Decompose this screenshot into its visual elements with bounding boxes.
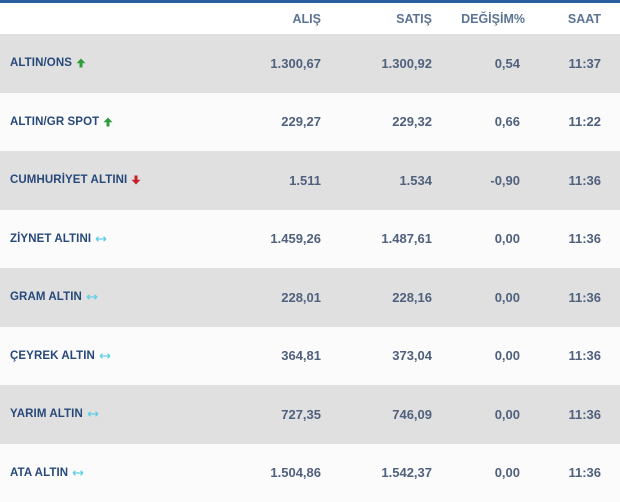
bid-value: 727,35 [281,406,321,422]
time-value: 11:36 [568,348,601,364]
bid-value: 229,27 [281,114,321,130]
ask-value: 229,32 [392,114,432,130]
table-row[interactable]: ÇEYREK ALTIN 364,81 373,04 0,00 11:36 [0,326,620,385]
instrument-name[interactable]: GRAM ALTIN [10,291,82,304]
time-value: 11:36 [568,172,601,188]
change-value: 0,00 [494,231,520,247]
instrument-name[interactable]: ALTIN/GR SPOT [10,115,100,128]
header-ask: SATIŞ [396,11,432,26]
time-value: 11:36 [568,465,601,481]
time-value: 11:36 [568,406,601,422]
arrow-left-right-icon [72,469,84,477]
change-value: 0,00 [494,348,520,364]
change-value: 0,00 [494,289,520,305]
change-value: -0,90 [490,172,520,188]
ask-value: 228,16 [392,289,432,305]
ask-value: 1.487,61 [381,231,432,247]
instrument-name[interactable]: ALTIN/ONS [10,57,73,70]
bid-value: 1.504,86 [270,465,321,481]
gold-prices-table: ALIŞ SATIŞ DEĞİŞİM% SAAT ALTIN/ONS 1.300… [0,3,620,502]
bid-value: 228,01 [281,289,321,305]
table-row[interactable]: ALTIN/ONS 1.300,67 1.300,92 0,54 11:37 [0,34,620,93]
instrument-name[interactable]: YARIM ALTIN [10,408,83,421]
header-bid: ALIŞ [292,11,321,26]
table-row[interactable]: ZİYNET ALTINI 1.459,26 1.487,61 0,00 11:… [0,209,620,268]
bid-value: 364,81 [281,348,321,364]
instrument-name[interactable]: ZİYNET ALTINI [10,232,92,245]
header-change: DEĞİŞİM% [461,11,525,26]
arrow-left-right-icon [86,293,98,301]
instrument-name[interactable]: ATA ALTIN [10,466,69,479]
arrow-up-icon [76,58,86,68]
arrow-down-icon [131,175,141,185]
ask-value: 1.300,92 [381,55,432,71]
arrow-up-icon [103,117,113,127]
ask-value: 373,04 [392,348,432,364]
bid-value: 1.511 [289,172,321,188]
table-row[interactable]: YARIM ALTIN 727,35 746,09 0,00 11:36 [0,385,620,444]
arrow-left-right-icon [95,235,107,243]
bid-value: 1.300,67 [270,55,321,71]
table-row[interactable]: ATA ALTIN 1.504,86 1.542,37 0,00 11:36 [0,443,620,502]
table-row[interactable]: GRAM ALTIN 228,01 228,16 0,00 11:36 [0,268,620,327]
change-value: 0,66 [494,114,520,130]
header-time: SAAT [567,11,601,26]
change-value: 0,00 [494,465,520,481]
time-value: 11:36 [568,231,601,247]
time-value: 11:37 [568,55,601,71]
table-header: ALIŞ SATIŞ DEĞİŞİM% SAAT [0,3,620,34]
arrow-left-right-icon [87,410,99,418]
instrument-name[interactable]: ÇEYREK ALTIN [10,349,95,362]
arrow-left-right-icon [99,352,111,360]
ask-value: 1.534 [399,172,432,188]
ask-value: 1.542,37 [381,465,432,481]
table-row[interactable]: ALTIN/GR SPOT 229,27 229,32 0,66 11:22 [0,92,620,151]
time-value: 11:22 [568,114,601,130]
bid-value: 1.459,26 [270,231,321,247]
time-value: 11:36 [568,289,601,305]
top-border [0,0,620,3]
ask-value: 746,09 [392,406,432,422]
change-value: 0,54 [494,55,520,71]
change-value: 0,00 [494,406,520,422]
instrument-name[interactable]: CUMHURİYET ALTINI [10,174,128,187]
table-row[interactable]: CUMHURİYET ALTINI 1.511 1.534 -0,90 11:3… [0,151,620,210]
